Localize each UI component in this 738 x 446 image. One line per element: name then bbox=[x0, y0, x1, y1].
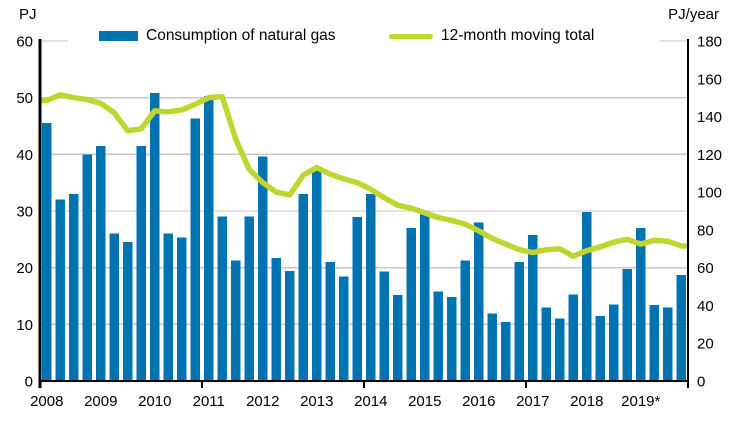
bar-q23 bbox=[352, 217, 362, 381]
bar-q9 bbox=[163, 233, 173, 381]
left-tick-40: 40 bbox=[16, 147, 33, 164]
left-axis-title: PJ bbox=[19, 6, 37, 23]
right-tick-60: 60 bbox=[697, 260, 714, 277]
bar-q30 bbox=[447, 297, 457, 381]
x-label-2009: 2009 bbox=[84, 393, 117, 410]
left-tick-50: 50 bbox=[16, 90, 33, 107]
bar-q12 bbox=[204, 95, 214, 381]
bar-q28 bbox=[420, 213, 430, 381]
right-tick-140: 140 bbox=[697, 109, 722, 126]
bar-q43 bbox=[622, 268, 632, 381]
bar-q36 bbox=[528, 234, 538, 381]
bar-q20 bbox=[312, 170, 322, 381]
bar-q39 bbox=[568, 294, 578, 381]
left-tick-20: 20 bbox=[16, 260, 33, 277]
bar-q1 bbox=[55, 199, 65, 381]
left-tick-0: 0 bbox=[25, 374, 33, 391]
bar-q32 bbox=[474, 222, 484, 381]
x-label-2012: 2012 bbox=[246, 393, 279, 410]
x-label-2016: 2016 bbox=[462, 393, 495, 410]
right-axis-title: PJ/year bbox=[668, 6, 719, 23]
bar-q38 bbox=[555, 318, 565, 381]
bar-q2 bbox=[69, 194, 79, 381]
left-tick-60: 60 bbox=[16, 34, 33, 51]
right-tick-0: 0 bbox=[697, 374, 705, 391]
bar-q14 bbox=[231, 260, 241, 381]
line-series-swatch bbox=[389, 33, 433, 39]
bar-q16 bbox=[258, 156, 268, 381]
right-tick-180: 180 bbox=[697, 34, 722, 51]
x-label-2019: 2019* bbox=[621, 393, 660, 410]
x-label-2017: 2017 bbox=[516, 393, 549, 410]
right-tick-20: 20 bbox=[697, 336, 714, 353]
x-label-2015: 2015 bbox=[408, 393, 441, 410]
bar-q34 bbox=[501, 322, 511, 381]
bar-q4 bbox=[96, 145, 106, 381]
bar-q37 bbox=[541, 307, 551, 381]
bar-q15 bbox=[244, 216, 254, 381]
bar-q6 bbox=[123, 242, 133, 381]
legend-item-consumption: Consumption of natural gas bbox=[99, 27, 336, 45]
bar-q27 bbox=[406, 228, 416, 381]
bar-q13 bbox=[217, 216, 227, 381]
bar-q25 bbox=[379, 271, 389, 381]
right-tick-40: 40 bbox=[697, 298, 714, 315]
bar-q31 bbox=[460, 260, 470, 381]
legend-item-moving-total: 12-month moving total bbox=[389, 27, 594, 45]
right-tick-80: 80 bbox=[697, 222, 714, 239]
right-tick-160: 160 bbox=[697, 71, 722, 88]
x-label-2008: 2008 bbox=[30, 393, 63, 410]
bar-series-swatch bbox=[99, 31, 138, 41]
x-label-2014: 2014 bbox=[354, 393, 387, 410]
left-tick-30: 30 bbox=[16, 204, 33, 221]
bar-q46 bbox=[663, 307, 673, 381]
right-tick-120: 120 bbox=[697, 147, 722, 164]
bar-q10 bbox=[177, 237, 187, 381]
x-label-2013: 2013 bbox=[300, 393, 333, 410]
bar-q0 bbox=[42, 123, 52, 382]
bar-q33 bbox=[487, 313, 497, 381]
bar-q45 bbox=[649, 305, 659, 381]
bar-q41 bbox=[595, 315, 605, 381]
bar-q3 bbox=[82, 154, 92, 381]
bar-q22 bbox=[339, 276, 349, 381]
bar-q17 bbox=[271, 258, 281, 381]
bar-q44 bbox=[636, 228, 646, 381]
legend-label-consumption: Consumption of natural gas bbox=[146, 27, 336, 44]
bar-q5 bbox=[109, 233, 119, 381]
moving-total-line bbox=[38, 92, 690, 260]
bar-q7 bbox=[136, 145, 146, 381]
bar-q29 bbox=[433, 291, 443, 381]
x-label-2018: 2018 bbox=[570, 393, 603, 410]
bar-q8 bbox=[150, 93, 160, 381]
bar-q42 bbox=[609, 304, 619, 381]
bar-q40 bbox=[582, 212, 592, 381]
bar-q18 bbox=[285, 271, 295, 381]
right-tick-100: 100 bbox=[697, 185, 722, 202]
legend-label-moving-total: 12-month moving total bbox=[441, 27, 595, 44]
bar-q24 bbox=[366, 194, 376, 381]
bar-q35 bbox=[514, 262, 524, 381]
x-label-2011: 2011 bbox=[193, 393, 225, 410]
bar-q47 bbox=[676, 275, 686, 381]
x-label-2010: 2010 bbox=[138, 393, 171, 410]
bar-q21 bbox=[325, 262, 335, 381]
left-tick-10: 10 bbox=[16, 317, 33, 334]
bar-q11 bbox=[190, 118, 200, 381]
bar-q26 bbox=[393, 294, 403, 381]
bar-q19 bbox=[298, 194, 308, 381]
